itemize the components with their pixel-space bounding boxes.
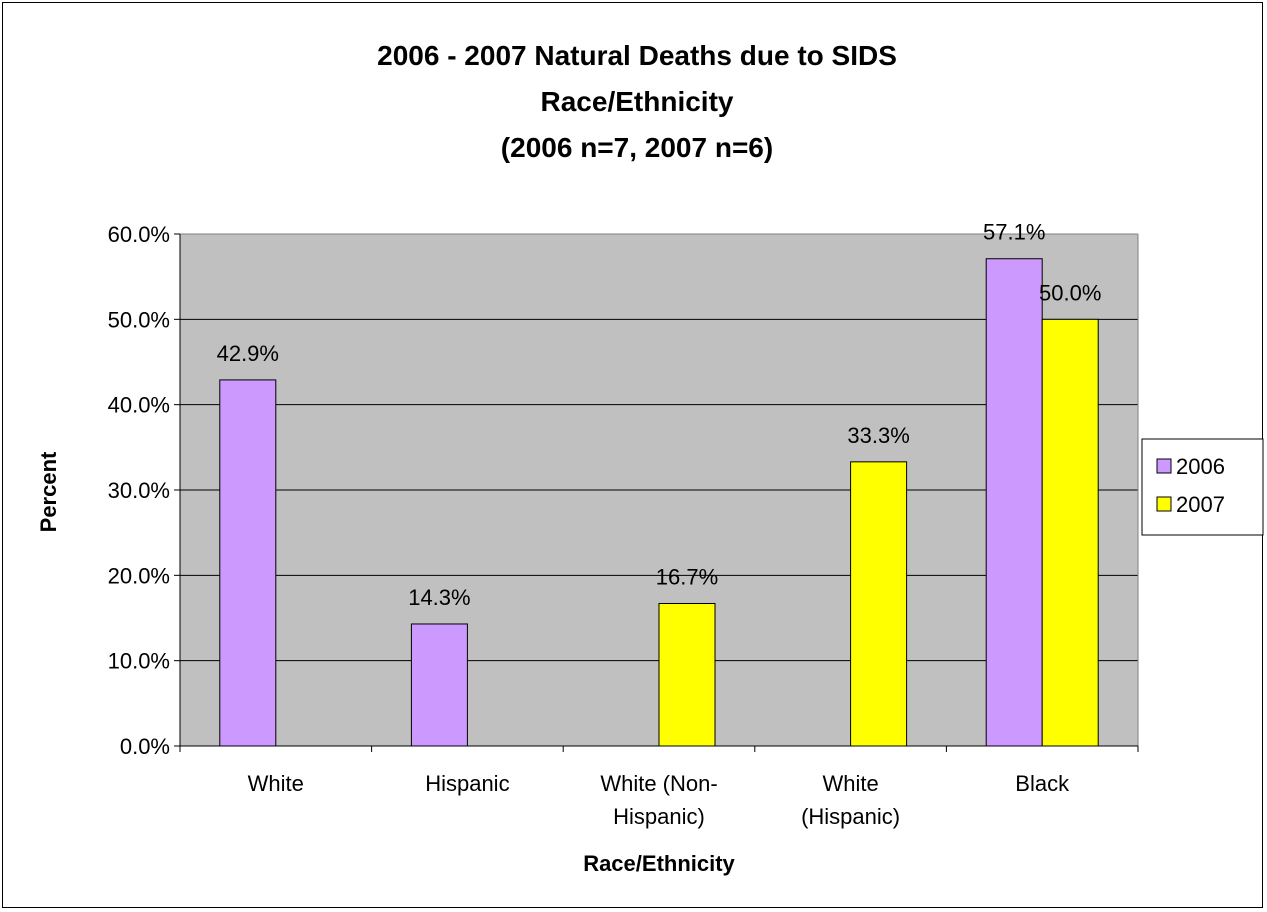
data-label: 16.7% — [656, 564, 718, 589]
bar-2007 — [1041, 318, 1099, 747]
x-category-label: White (Non- — [600, 771, 717, 796]
bar-2007 — [850, 461, 908, 747]
y-tick-label: 60.0% — [108, 222, 170, 247]
chart-title: 2006 - 2007 Natural Deaths due to SIDS R… — [377, 40, 897, 163]
x-category-label: White — [822, 771, 878, 796]
y-tick-label: 0.0% — [120, 734, 170, 759]
y-tick-labels: 0.0% 10.0% 20.0% 30.0% 40.0% 50.0% 60.0% — [108, 222, 170, 759]
bars — [219, 258, 1099, 747]
bar-2007 — [658, 602, 716, 747]
bar-2006 — [410, 623, 468, 747]
data-labels: 42.9% 14.3% 16.7% 33.3% 57.1% 50.0% — [217, 220, 1102, 610]
y-tick-label: 20.0% — [108, 563, 170, 588]
data-label: 14.3% — [408, 585, 470, 610]
x-axis-title: Race/Ethnicity — [583, 851, 735, 876]
legend-box — [1141, 438, 1264, 536]
x-category-label: Black — [1015, 771, 1070, 796]
x-category-label: Hispanic — [425, 771, 509, 796]
y-axis-title: Percent — [36, 451, 61, 532]
legend-swatch-2007 — [1156, 496, 1172, 512]
y-tick-label: 40.0% — [108, 393, 170, 418]
data-label: 33.3% — [847, 423, 909, 448]
y-tick-label: 10.0% — [108, 649, 170, 674]
chart-title-line-3: (2006 n=7, 2007 n=6) — [501, 132, 773, 163]
data-label: 57.1% — [983, 220, 1045, 245]
bar-2006 — [219, 379, 277, 747]
chart-title-line-1: 2006 - 2007 Natural Deaths due to SIDS — [377, 40, 897, 71]
axes — [174, 233, 1139, 752]
x-category-labels: White Hispanic White (Non- Hispanic) White (H… — [248, 771, 1070, 829]
legend-label-2006: 2006 — [1176, 454, 1225, 479]
chart-title-line-2: Race/Ethnicity — [541, 86, 734, 117]
y-tick-label: 50.0% — [108, 307, 170, 332]
bar-2006 — [985, 258, 1043, 747]
data-label: 50.0% — [1039, 280, 1101, 305]
legend-label-2007: 2007 — [1176, 492, 1225, 517]
x-category-label: White — [248, 771, 304, 796]
x-category-label: (Hispanic) — [801, 804, 900, 829]
data-label: 42.9% — [217, 341, 279, 366]
y-tick-label: 30.0% — [108, 478, 170, 503]
legend: 2006 2007 — [1141, 438, 1264, 536]
x-category-label: Hispanic) — [613, 804, 705, 829]
legend-swatch-2006 — [1156, 458, 1172, 474]
